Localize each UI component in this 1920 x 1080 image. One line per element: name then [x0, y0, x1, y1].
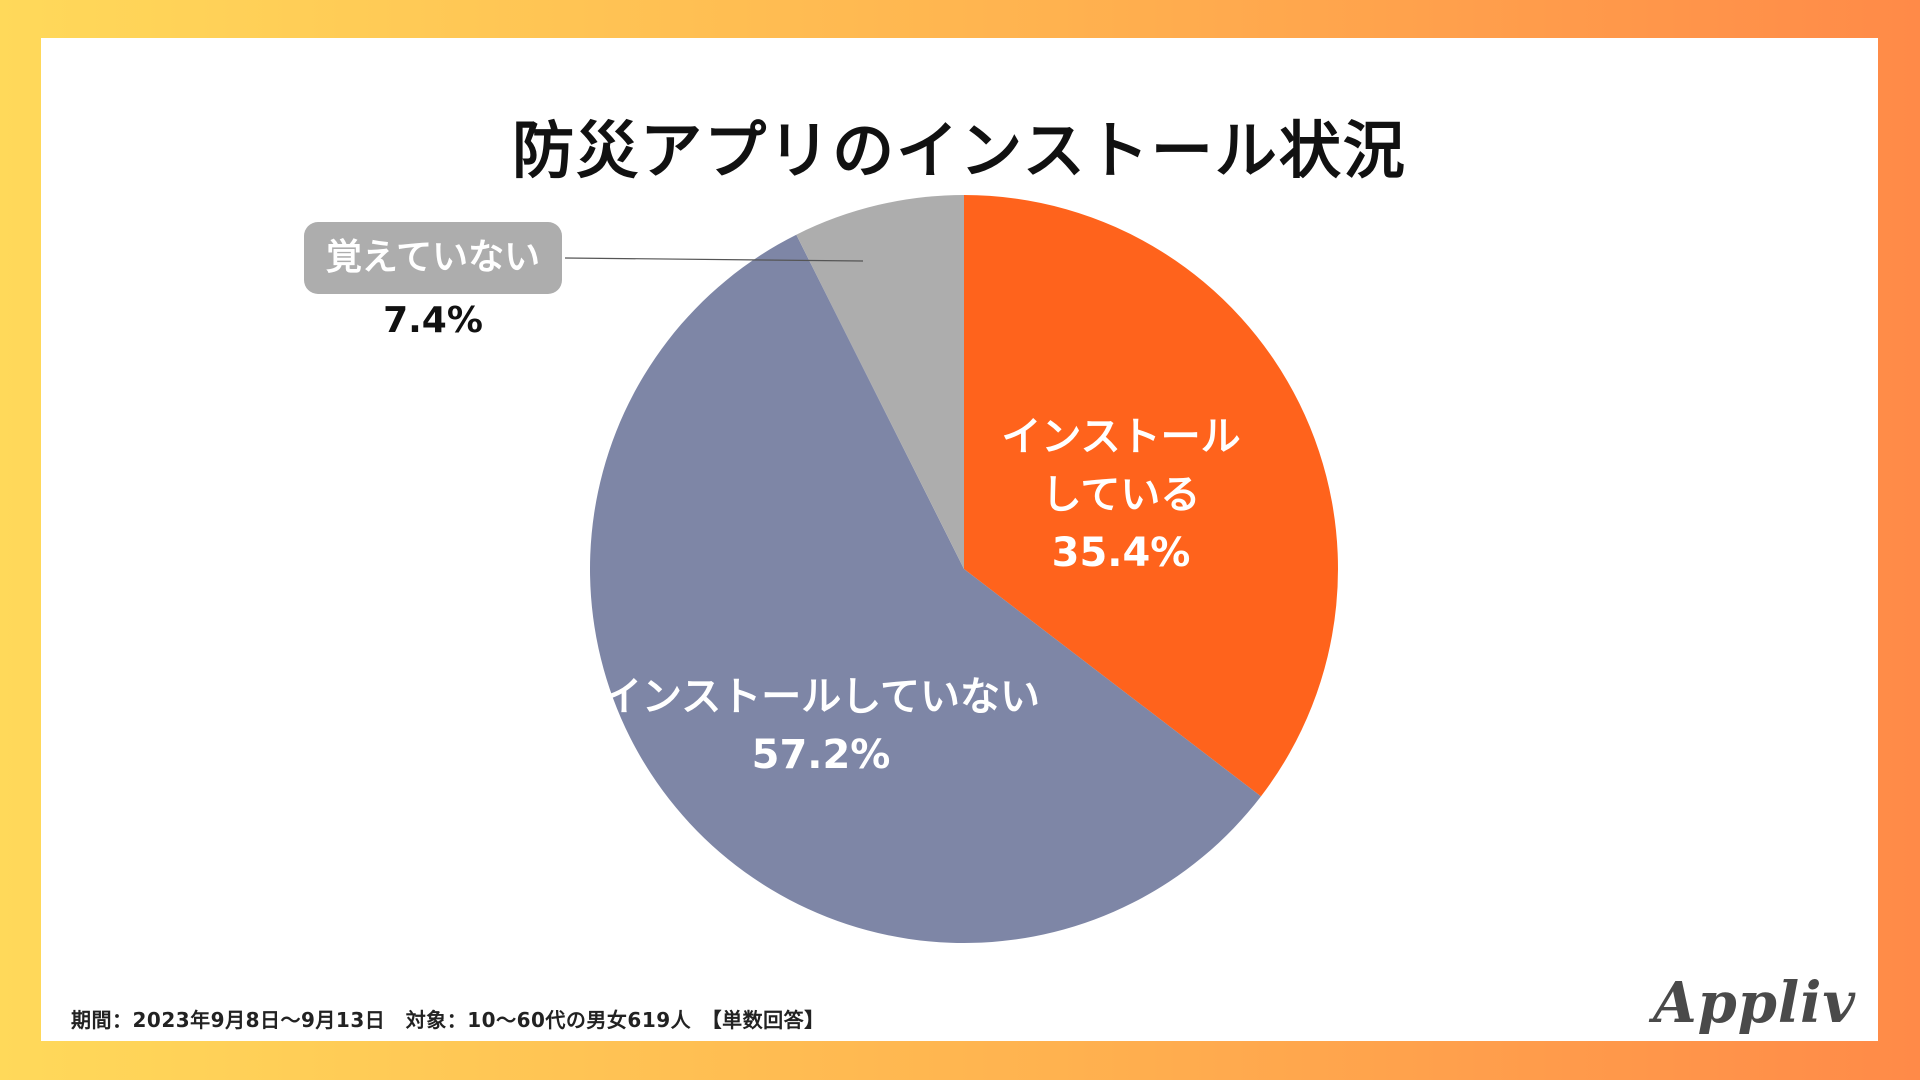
pie-slice-not-installed — [590, 234, 1261, 944]
footnote: 期間：2023年9月8日～9月13日 対象：10～60代の男女619人 【単数回… — [71, 1008, 825, 1032]
slice-label-dont-remember: 覚えていない — [304, 222, 562, 294]
pie-slice-dont-remember — [796, 195, 964, 569]
slice-value-dont-remember: 7.4% — [383, 300, 483, 341]
slice-label-installed: インストール している 35.4% — [1001, 414, 1241, 576]
callout-leader-line — [564, 257, 864, 262]
pie-slice-installed — [964, 195, 1338, 797]
chart-card: 防災アプリのインストール状況 インストール している 35.4% インストールし… — [41, 38, 1878, 1041]
pie-chart — [564, 195, 1338, 944]
chart-title: 防災アプリのインストール状況 — [512, 114, 1407, 187]
slice-label-not-installed: インストールしていない 57.2% — [602, 674, 1040, 778]
appliv-logo: Appliv — [1653, 970, 1856, 1036]
